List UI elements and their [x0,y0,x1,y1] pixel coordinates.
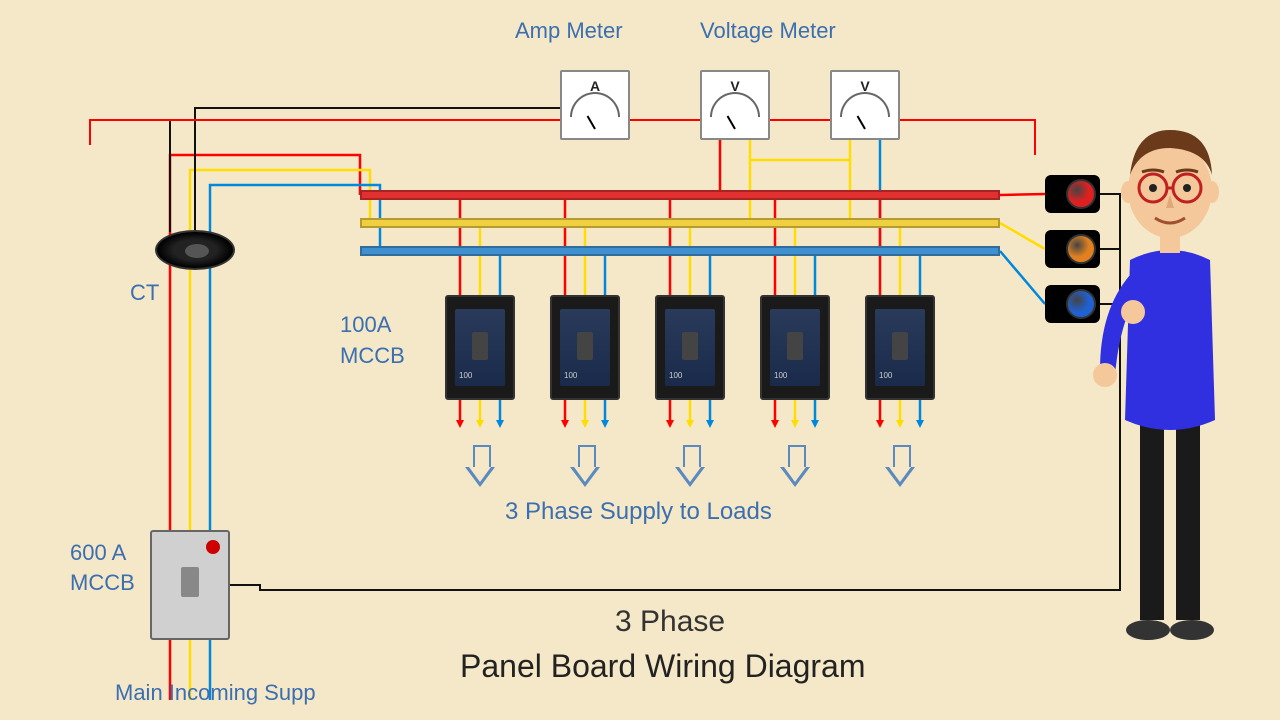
branch-mccb-2: 100 [550,295,620,400]
branch-mccb-4: 100 [760,295,830,400]
busbar-b [360,246,1000,256]
mccb-600a-label-2: MCCB [70,570,135,596]
main-mccb-600a [150,530,230,640]
voltage-meter-label: Voltage Meter [700,18,836,44]
load-arrow-2 [570,445,600,490]
current-transformer [155,230,235,270]
mccb-100a-label: 100A MCCB [340,310,405,372]
busbar-y [360,218,1000,228]
load-arrow-5 [885,445,915,490]
ct-label: CT [130,280,159,306]
supply-loads-label: 3 Phase Supply to Loads [505,498,772,526]
busbar-r [360,190,1000,200]
branch-mccb-1: 100 [445,295,515,400]
mccb-600a-label-1: 600 A [70,540,126,566]
person-illustration [1080,110,1260,670]
title-line-2: Panel Board Wiring Diagram [460,648,866,685]
load-arrow-4 [780,445,810,490]
voltage-meter-1: V [700,70,770,140]
main-incoming-label: Main Incoming Supp [115,680,316,706]
amp-meter: A [560,70,630,140]
amp-meter-label: Amp Meter [515,18,623,44]
load-arrow-1 [465,445,495,490]
title-line-1: 3 Phase [615,605,725,639]
load-arrow-3 [675,445,705,490]
voltage-meter-2: V [830,70,900,140]
branch-mccb-3: 100 [655,295,725,400]
branch-mccb-5: 100 [865,295,935,400]
